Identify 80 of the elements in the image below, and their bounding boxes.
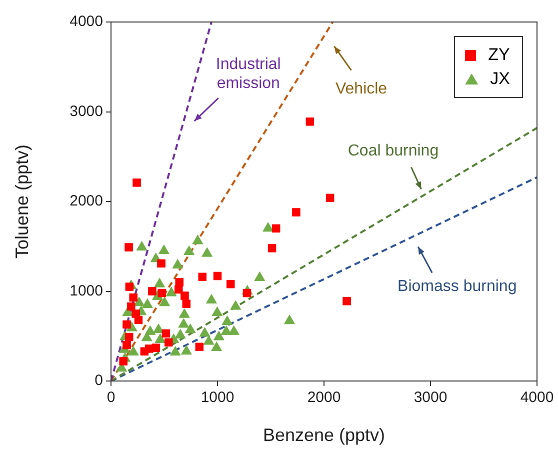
point bbox=[158, 288, 166, 298]
point bbox=[164, 338, 173, 347]
point bbox=[124, 332, 134, 342]
legend-label: JX bbox=[490, 69, 510, 89]
point bbox=[184, 324, 196, 334]
x-tick-label: 0 bbox=[106, 389, 116, 406]
point bbox=[141, 332, 152, 342]
point bbox=[134, 316, 143, 324]
point bbox=[180, 345, 192, 355]
point bbox=[254, 272, 266, 282]
text: Vehicle bbox=[335, 80, 388, 98]
point bbox=[158, 244, 170, 254]
point bbox=[230, 300, 242, 310]
point bbox=[132, 178, 141, 187]
point bbox=[180, 292, 189, 300]
point bbox=[342, 296, 351, 306]
point bbox=[326, 194, 334, 202]
point bbox=[126, 302, 136, 311]
point bbox=[159, 296, 170, 306]
point bbox=[203, 335, 214, 345]
series-label: Industrial emission bbox=[216, 56, 281, 92]
point bbox=[148, 287, 156, 296]
point bbox=[212, 306, 223, 316]
x-tick-label: 3000 bbox=[414, 389, 448, 406]
y-tick-label: 3000 bbox=[70, 102, 103, 120]
point bbox=[242, 288, 252, 298]
point bbox=[172, 258, 184, 268]
point bbox=[199, 327, 210, 337]
point bbox=[198, 272, 207, 282]
point bbox=[178, 308, 190, 318]
point bbox=[213, 272, 222, 280]
point bbox=[195, 342, 204, 352]
point bbox=[306, 117, 314, 126]
point bbox=[140, 347, 149, 356]
point bbox=[184, 246, 195, 256]
point bbox=[154, 278, 166, 288]
point bbox=[211, 342, 222, 352]
point bbox=[157, 259, 166, 268]
series-label: Coal burning bbox=[348, 142, 439, 160]
point bbox=[178, 318, 190, 328]
point bbox=[262, 222, 274, 232]
y-tick-label: 0 bbox=[94, 372, 103, 390]
x-tick-label: 1000 bbox=[200, 389, 234, 406]
point bbox=[192, 234, 204, 244]
legend-label: ZY bbox=[488, 45, 510, 65]
point bbox=[272, 224, 280, 233]
point bbox=[136, 241, 148, 251]
point bbox=[166, 286, 177, 296]
point bbox=[154, 333, 166, 343]
point bbox=[226, 280, 235, 288]
x-axis-title: Benzene (pptv) bbox=[262, 425, 386, 446]
y-tick-label: 4000 bbox=[70, 13, 103, 30]
point bbox=[202, 247, 213, 257]
point bbox=[122, 340, 131, 350]
point bbox=[142, 298, 153, 308]
point bbox=[129, 293, 138, 302]
point bbox=[162, 329, 170, 338]
point bbox=[119, 357, 128, 366]
point bbox=[268, 244, 276, 252]
point bbox=[125, 282, 134, 291]
series-label: Biomass burning bbox=[398, 278, 517, 296]
point bbox=[292, 208, 300, 216]
x-tick-label: 2000 bbox=[307, 389, 341, 406]
point bbox=[174, 328, 186, 338]
point bbox=[174, 285, 183, 294]
point bbox=[220, 325, 232, 335]
x-tick-label: 4000 bbox=[520, 389, 554, 406]
y-tick-label: 2000 bbox=[70, 192, 103, 210]
y-tick-label: 1000 bbox=[70, 282, 103, 300]
point bbox=[213, 330, 224, 340]
point bbox=[124, 243, 133, 252]
y-axis-title: Toluene (pptv) bbox=[12, 144, 32, 259]
point bbox=[284, 314, 295, 324]
point bbox=[222, 316, 233, 326]
point bbox=[228, 325, 240, 335]
point bbox=[128, 346, 139, 356]
point bbox=[122, 320, 131, 329]
point bbox=[170, 346, 181, 356]
point bbox=[206, 294, 217, 304]
point bbox=[182, 300, 191, 308]
